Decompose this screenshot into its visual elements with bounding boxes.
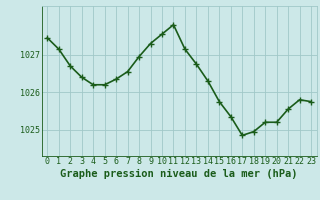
X-axis label: Graphe pression niveau de la mer (hPa): Graphe pression niveau de la mer (hPa) xyxy=(60,169,298,179)
